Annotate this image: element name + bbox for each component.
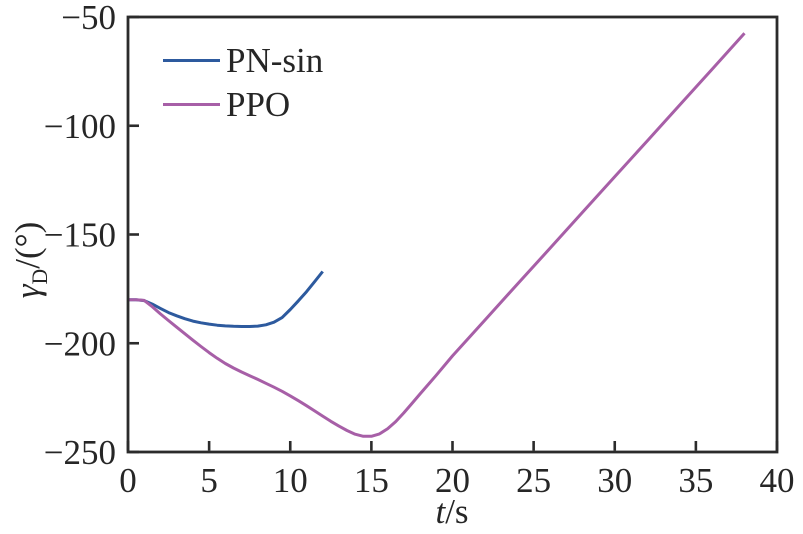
plot-border	[126, 15, 779, 454]
legend-label-ppo: PPO	[226, 84, 291, 124]
y-tick-label: −200	[44, 324, 116, 363]
x-axis-label-unit: /s	[445, 492, 469, 531]
x-tick-label: 35	[678, 461, 713, 500]
x-axis-label-symbol: t	[435, 492, 446, 531]
legend-line-swatch-pn-sin	[163, 58, 220, 62]
x-tick-label: 15	[354, 461, 389, 500]
y-axis-label-symbol: γ	[8, 284, 47, 299]
y-axis-label-subscript: D	[28, 268, 52, 285]
y-axis-label: γD/(°)	[4, 190, 52, 330]
legend-label-pn-sin: PN-sin	[226, 40, 324, 80]
series-line-pn-sin	[128, 270, 324, 328]
x-tick-label: 5	[200, 461, 218, 500]
y-tick-label: −50	[61, 0, 116, 37]
y-tick-label: −100	[44, 107, 116, 146]
y-axis-label-unit: /(°)	[8, 221, 47, 269]
x-tick-label: 25	[516, 461, 551, 500]
x-tick-label: 40	[760, 461, 795, 500]
x-tick-label: 0	[119, 461, 137, 500]
series-line-ppo	[128, 32, 746, 438]
legend-item-ppo: PPO	[163, 82, 323, 126]
legend-line-swatch-ppo	[163, 102, 220, 106]
legend-item-pn-sin: PN-sin	[163, 38, 323, 82]
legend: PN-sin PPO	[163, 38, 323, 126]
y-tick-label: −150	[44, 216, 116, 255]
x-axis-label: t/s	[402, 494, 502, 529]
x-tick-label: 10	[273, 461, 308, 500]
y-tick-label: −250	[44, 433, 116, 472]
x-tick-label: 20	[435, 461, 470, 500]
x-tick-label: 30	[597, 461, 632, 500]
